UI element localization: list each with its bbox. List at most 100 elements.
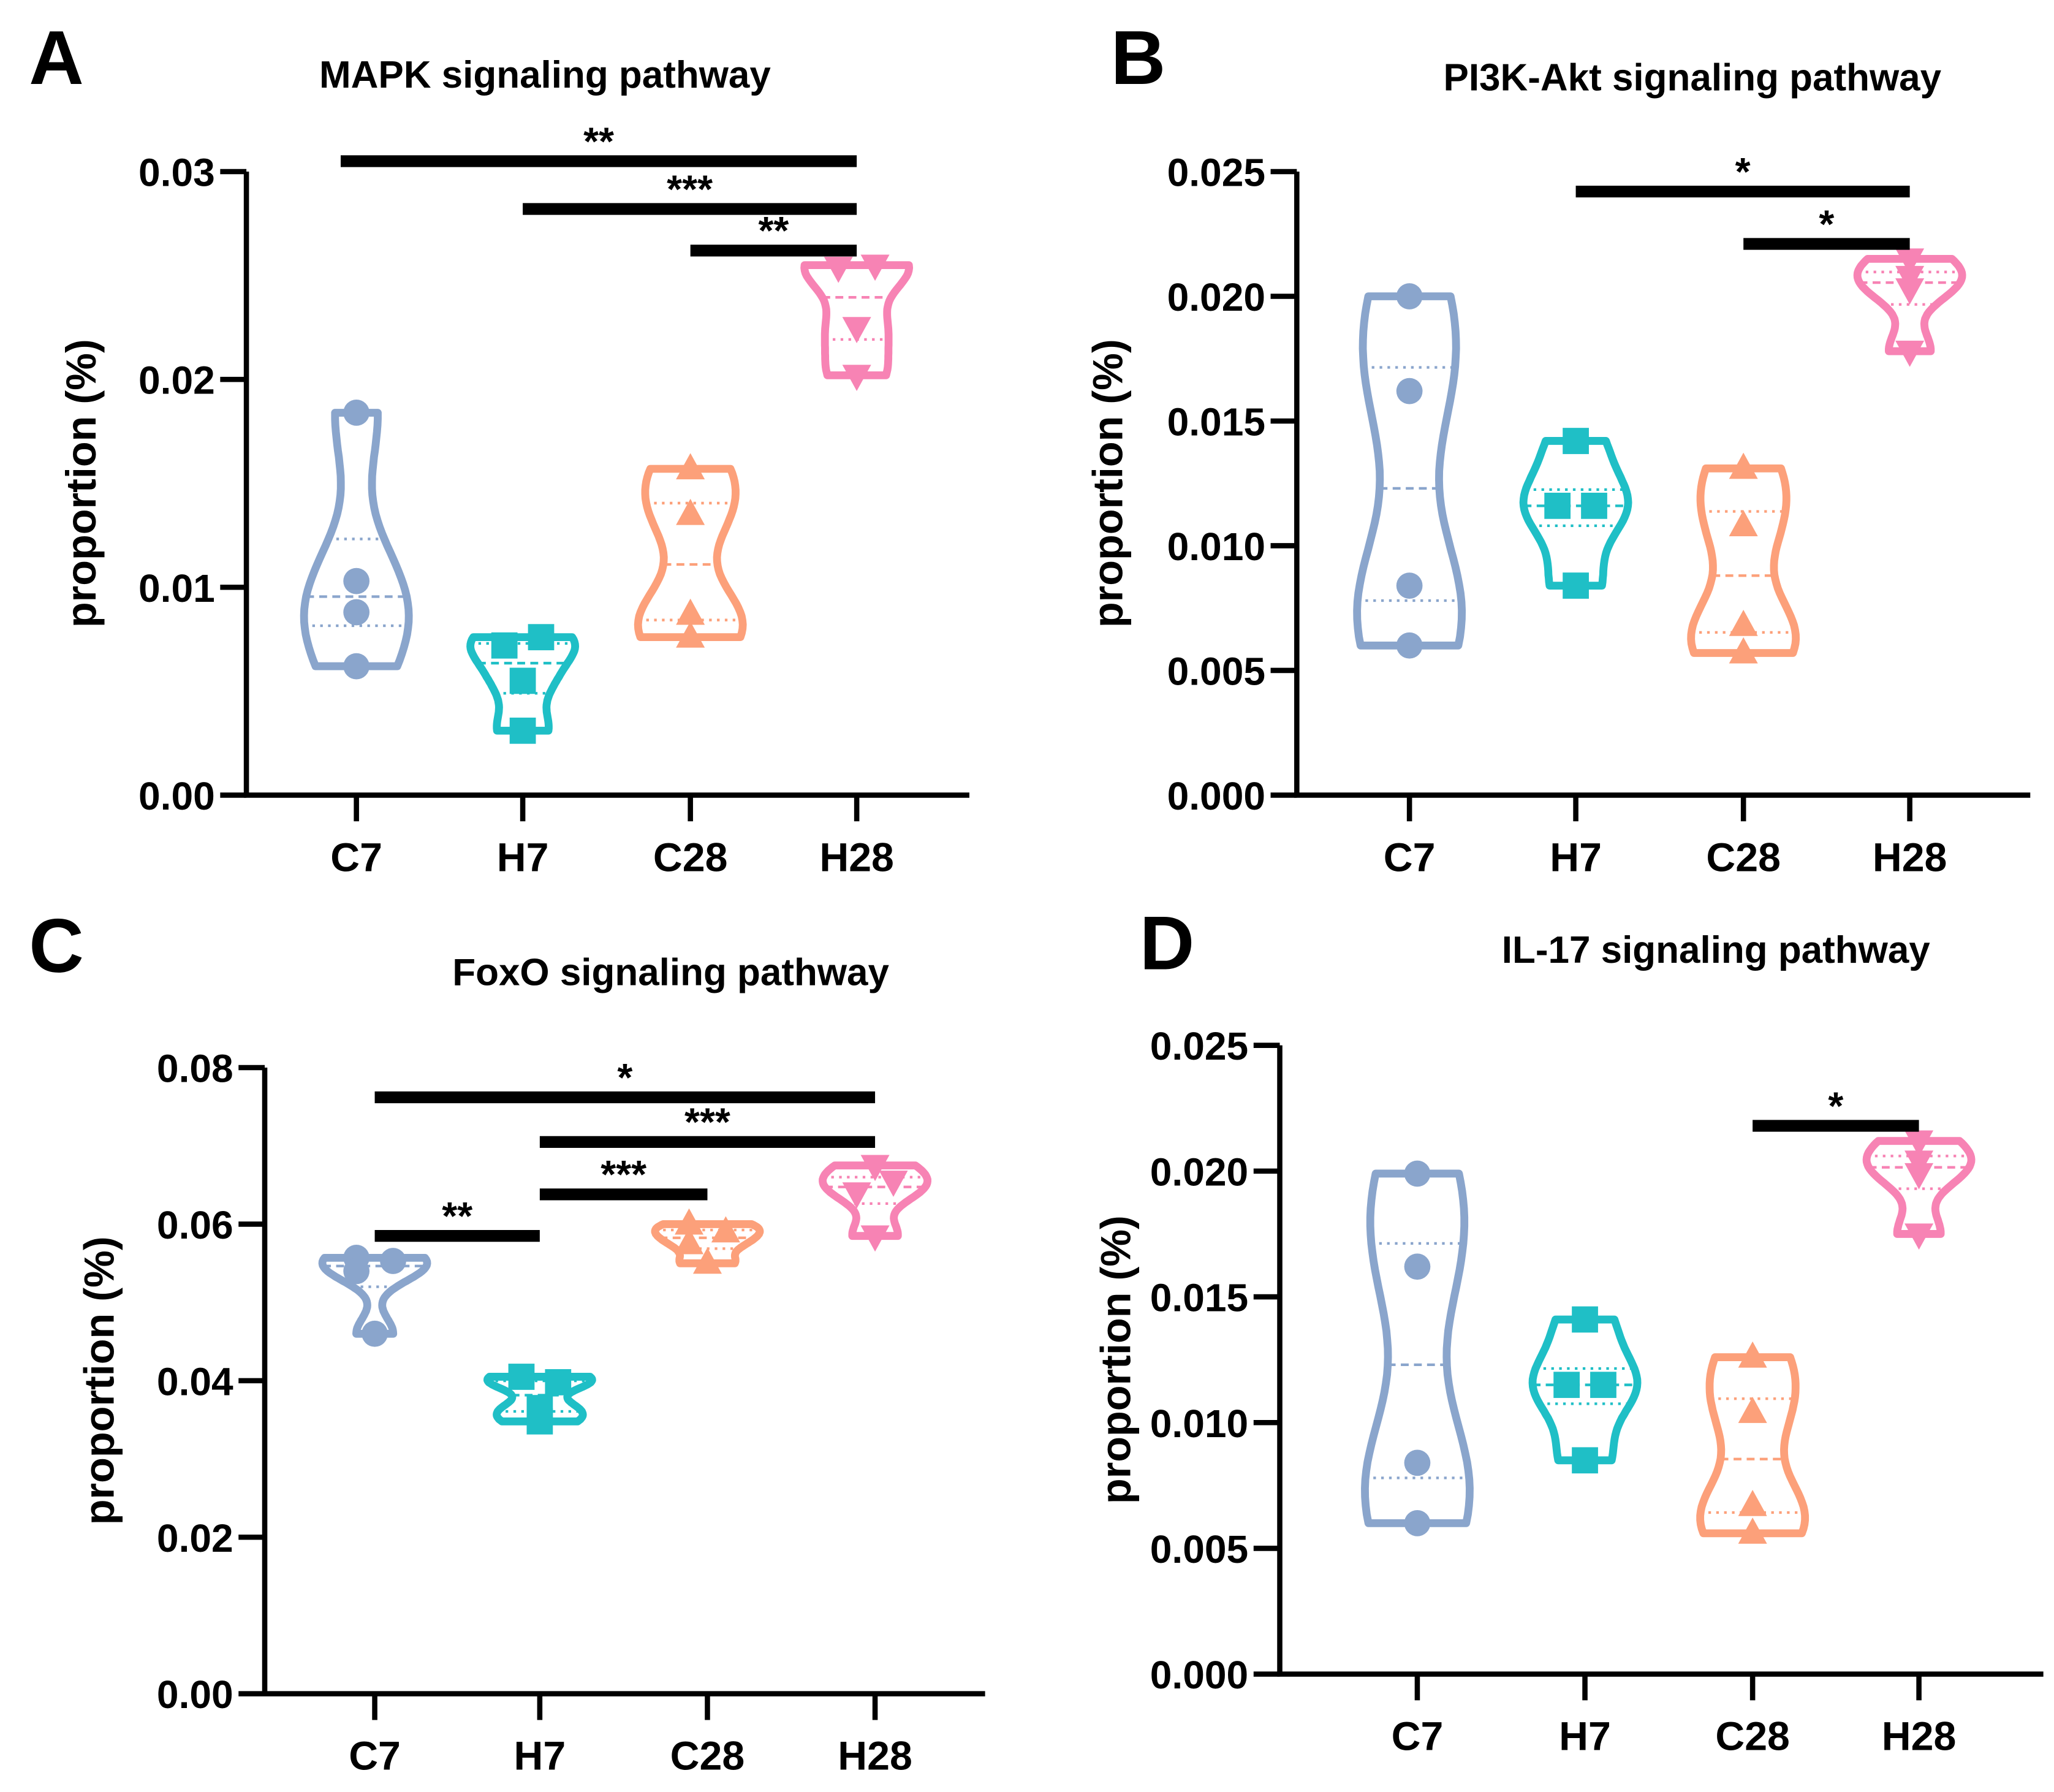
panel-c: C FoxO signaling pathway proportion (%) 0.0… — [29, 904, 985, 1779]
panel-letter: C — [29, 904, 84, 989]
data-point-triangle-down — [1904, 1223, 1934, 1250]
data-point-triangle-up — [1738, 1341, 1767, 1368]
y-tick-label: 0.00 — [157, 1672, 233, 1717]
x-tick-label: C28 — [1715, 1714, 1790, 1760]
data-point-triangle-up — [1738, 1397, 1767, 1423]
significance-label: ** — [583, 119, 614, 163]
y-tick-label: 0.020 — [1150, 1150, 1248, 1194]
x-tick-label: H28 — [1873, 835, 1947, 880]
y-tick-label: 0.015 — [1150, 1276, 1248, 1320]
data-point-triangle-down — [860, 1155, 890, 1182]
data-point-circle — [343, 653, 370, 680]
violin-c28 — [634, 453, 747, 648]
data-point-square — [1544, 492, 1571, 519]
data-point-square — [526, 1408, 553, 1435]
violin-c28 — [1696, 1341, 1810, 1544]
violin-outline — [483, 1373, 596, 1426]
data-point-circle — [380, 1248, 406, 1274]
data-point-square — [528, 624, 555, 651]
y-axis-label: proportion (%) — [1093, 1215, 1139, 1504]
data-point-triangle-down — [1895, 278, 1925, 305]
data-point-square — [1553, 1372, 1580, 1399]
chart-title: IL-17 signaling pathway — [1502, 929, 1931, 971]
y-tick-label: 0.000 — [1167, 774, 1265, 818]
data-point-square — [1563, 428, 1589, 454]
y-tick-label: 0.020 — [1167, 275, 1265, 319]
violin-h28 — [800, 254, 914, 392]
violin-outline — [1353, 292, 1466, 650]
y-tick-label: 0.01 — [138, 566, 215, 610]
data-point-square — [1590, 1372, 1616, 1399]
violin-c7 — [1353, 283, 1466, 659]
significance-label: * — [1819, 202, 1834, 246]
data-point-triangle-down — [860, 254, 890, 281]
data-point-triangle-up — [676, 621, 705, 648]
data-point-triangle-up — [692, 1247, 722, 1274]
data-point-circle — [343, 599, 370, 626]
x-tick-label: H7 — [514, 1734, 566, 1779]
y-tick-label: 0.010 — [1150, 1402, 1248, 1446]
violin-c7 — [318, 1244, 431, 1347]
x-tick-label: C7 — [1392, 1714, 1444, 1760]
panel-a: A MAPK signaling pathway proportion (%) 0.0… — [29, 16, 969, 880]
chart-title: MAPK signaling pathway — [319, 54, 771, 96]
y-tick-label: 0.03 — [138, 151, 215, 195]
x-tick-label: H28 — [838, 1734, 912, 1779]
data-point-circle — [1404, 1510, 1431, 1536]
violin-c28 — [651, 1208, 764, 1274]
violin-c28 — [1687, 452, 1800, 664]
violin-h7 — [483, 1364, 596, 1435]
data-point-triangle-down — [1904, 1130, 1934, 1157]
violin-outline — [1853, 254, 1966, 355]
data-point-square — [1572, 1447, 1598, 1474]
y-tick-label: 0.06 — [157, 1203, 233, 1247]
y-axis-label: proportion (%) — [1085, 339, 1132, 628]
data-point-triangle-down — [842, 317, 871, 344]
violin-outline — [300, 409, 413, 670]
violin-outline — [1519, 437, 1632, 590]
data-point-circle — [1396, 283, 1423, 309]
significance-label: * — [1828, 1084, 1843, 1128]
y-tick-label: 0.02 — [138, 359, 215, 403]
x-tick-label: C7 — [1384, 835, 1436, 880]
significance-label: * — [1735, 150, 1751, 194]
data-point-square — [1581, 492, 1607, 519]
violin-h7 — [466, 624, 579, 744]
x-tick-label: C28 — [670, 1734, 745, 1779]
panel-letter: B — [1111, 16, 1166, 101]
violin-outline — [819, 1161, 931, 1240]
data-point-circle — [1404, 1160, 1431, 1187]
significance-label: ** — [758, 208, 789, 252]
data-point-square — [509, 717, 536, 744]
data-point-triangle-up — [711, 1216, 740, 1243]
y-tick-label: 0.08 — [157, 1047, 233, 1091]
violin-outline — [318, 1253, 431, 1338]
x-tick-label: H7 — [1550, 835, 1602, 880]
data-point-circle — [1404, 1449, 1431, 1476]
violin-outline — [1687, 464, 1800, 657]
data-point-triangle-up — [1738, 1490, 1767, 1516]
x-tick-label: H7 — [1559, 1714, 1611, 1760]
data-point-circle — [343, 400, 370, 426]
violin-c7 — [300, 400, 413, 680]
data-point-triangle-up — [1738, 1517, 1767, 1544]
data-point-triangle-up — [1729, 610, 1758, 636]
chart-title: PI3K-Akt signaling pathway — [1444, 56, 1942, 99]
data-point-triangle-up — [676, 498, 705, 525]
data-point-square — [1572, 1306, 1598, 1333]
violin-h7 — [1519, 428, 1632, 599]
y-tick-label: 0.02 — [157, 1516, 233, 1560]
data-point-triangle-up — [675, 1208, 704, 1235]
data-point-triangle-down — [879, 1171, 908, 1197]
y-tick-label: 0.000 — [1150, 1653, 1248, 1697]
data-point-circle — [1396, 632, 1423, 659]
data-point-square — [508, 1364, 535, 1390]
significance-label: * — [617, 1055, 632, 1099]
y-tick-label: 0.010 — [1167, 525, 1265, 569]
chart-title: FoxO signaling pathway — [452, 951, 889, 993]
violin-outline — [1528, 1315, 1642, 1465]
violin-outline — [1361, 1169, 1474, 1527]
data-point-triangle-down — [842, 365, 871, 392]
panel-b: B PI3K-Akt signaling pathway proportion (%… — [1085, 16, 2031, 880]
